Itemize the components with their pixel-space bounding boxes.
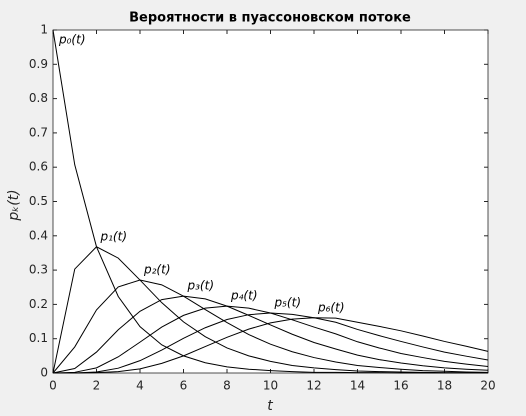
series-line [53,317,489,374]
series-label: p₅(t) [274,295,302,309]
y-tick-label: 1 [40,23,48,37]
series-label: p₁(t) [100,229,128,243]
x-tick-label: 16 [393,379,408,393]
x-tick-label: 20 [480,379,495,393]
x-tick-label: 6 [180,379,188,393]
x-tick-label: 2 [93,379,101,393]
y-tick-label: 0.1 [29,331,48,345]
x-tick-label: 0 [49,379,57,393]
plot-area [52,29,489,374]
y-axis-label: pₖ(t) [6,189,22,221]
series-line [52,279,489,374]
series-label: p₄(t) [230,289,258,303]
x-tick-label: 8 [223,379,231,393]
series-label: p₀(t) [58,33,86,47]
x-tick-label: 10 [263,379,278,393]
x-tick-label: 18 [437,379,452,393]
y-tick-label: 0.5 [29,194,48,208]
series-line [52,246,489,374]
x-tick-label: 12 [306,379,321,393]
series-label: p₂(t) [143,263,171,277]
y-tick-label: 0.6 [29,160,48,174]
series-line [53,312,489,374]
y-tick-label: 0.7 [29,125,48,139]
x-axis-label: t [267,398,273,414]
y-tick-label: 0.3 [29,263,48,277]
x-tick-label: 14 [350,379,365,393]
y-tick-label: 0.9 [29,57,48,71]
y-tick-label: 0 [40,366,48,380]
y-tick-label: 0.2 [29,297,48,311]
y-tick-label: 0.4 [29,228,48,242]
chart-title: Вероятности в пуассоновском потоке [129,11,411,26]
x-tick-label: 4 [136,379,144,393]
series-line [52,29,488,374]
series-line [52,295,489,374]
y-tick-label: 0.8 [29,91,48,105]
series-label: p₆(t) [317,300,345,314]
series-label: p₃(t) [187,279,215,293]
